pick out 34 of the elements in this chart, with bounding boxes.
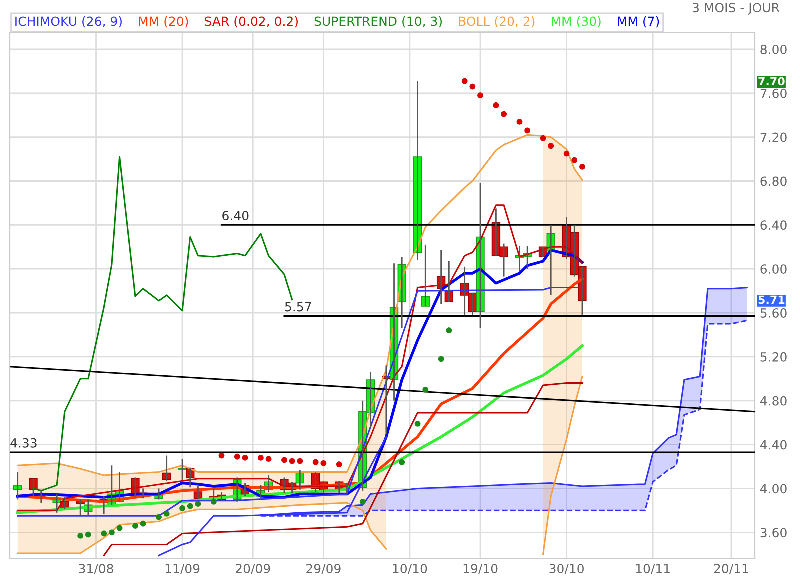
y-tick-label: 7.20 — [760, 132, 787, 142]
x-tick-label: 10/11 — [636, 564, 670, 575]
x-tick-label: 20/11 — [714, 564, 748, 575]
y-tick-label: 5.20 — [760, 352, 787, 362]
x-tick-label: 19/10 — [464, 564, 498, 575]
y-tick-label: 4.40 — [760, 440, 787, 450]
annotation: 5.57 — [285, 302, 312, 312]
text: SAR (0.02, 0.2) — [205, 16, 298, 28]
x-tick-label: 31/08 — [79, 564, 114, 575]
chart-subtitle: 3 MOIS - JOUR — [692, 3, 780, 15]
text: BOLL (20, 2) — [459, 16, 535, 28]
y-tick-label: 8.00 — [760, 44, 787, 54]
y-tick-label: 4.00 — [760, 484, 787, 494]
annotation: 5.71 — [758, 296, 785, 304]
y-tick-label: 6.40 — [760, 220, 787, 230]
x-tick-label: 29/09 — [306, 564, 341, 575]
y-tick-label: 6.00 — [760, 264, 787, 274]
x-tick-label: 10/10 — [393, 564, 428, 575]
y-tick-label: 3.60 — [760, 528, 787, 538]
y-tick-label: 7.60 — [760, 88, 787, 98]
y-tick-label: 6.80 — [760, 176, 787, 186]
annotation: 6.40 — [222, 211, 249, 221]
text: MM (20) — [139, 16, 188, 28]
annotation: 4.33 — [10, 438, 37, 448]
y-tick-label: 5.60 — [760, 308, 787, 318]
x-tick-label: 11/09 — [166, 564, 200, 575]
x-tick-label: 30/10 — [550, 564, 584, 575]
text: ICHIMOKU (26, 9) — [16, 16, 122, 28]
text: MM (7) — [618, 16, 660, 28]
y-tick-label: 4.80 — [760, 396, 787, 406]
annotation: 7.70 — [758, 77, 785, 86]
x-tick-label: 20/09 — [236, 564, 270, 575]
text: SUPERTREND (10, 3) — [314, 16, 442, 28]
text: MM (30) — [552, 16, 601, 28]
